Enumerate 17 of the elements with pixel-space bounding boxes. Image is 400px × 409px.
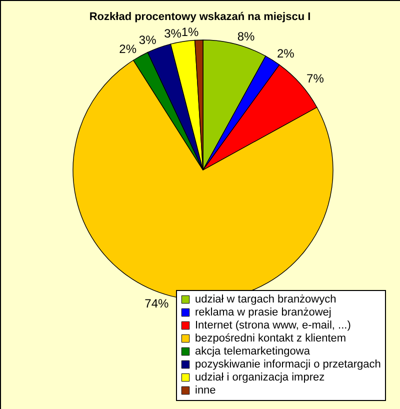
data-label: 1% [181, 25, 199, 40]
data-label: 3% [138, 33, 157, 48]
legend-label: bezpośredni kontakt z klientem [195, 332, 346, 344]
data-label: 7% [306, 72, 324, 86]
legend-label: udział w targach branżowych [195, 294, 336, 306]
legend-label: inne [195, 384, 216, 396]
data-label: 2% [119, 42, 137, 56]
legend-label: Internet (strona www, e-mail, ...) [195, 320, 351, 332]
legend-label: udział i organizacja imprez [195, 372, 325, 384]
chart-title: Rozkład procentowy wskazań na miejscu I [89, 11, 311, 23]
data-label: 8% [237, 29, 255, 44]
legend-label: pozyskiwanie informacji o przetargach [195, 358, 381, 370]
legend-label: reklama w prasie branżowej [195, 306, 332, 318]
data-label: 2% [276, 46, 295, 60]
data-label: 3% [164, 26, 182, 41]
legend-label: akcja telemarketingowa [195, 346, 311, 358]
data-label: 74% [144, 296, 169, 311]
